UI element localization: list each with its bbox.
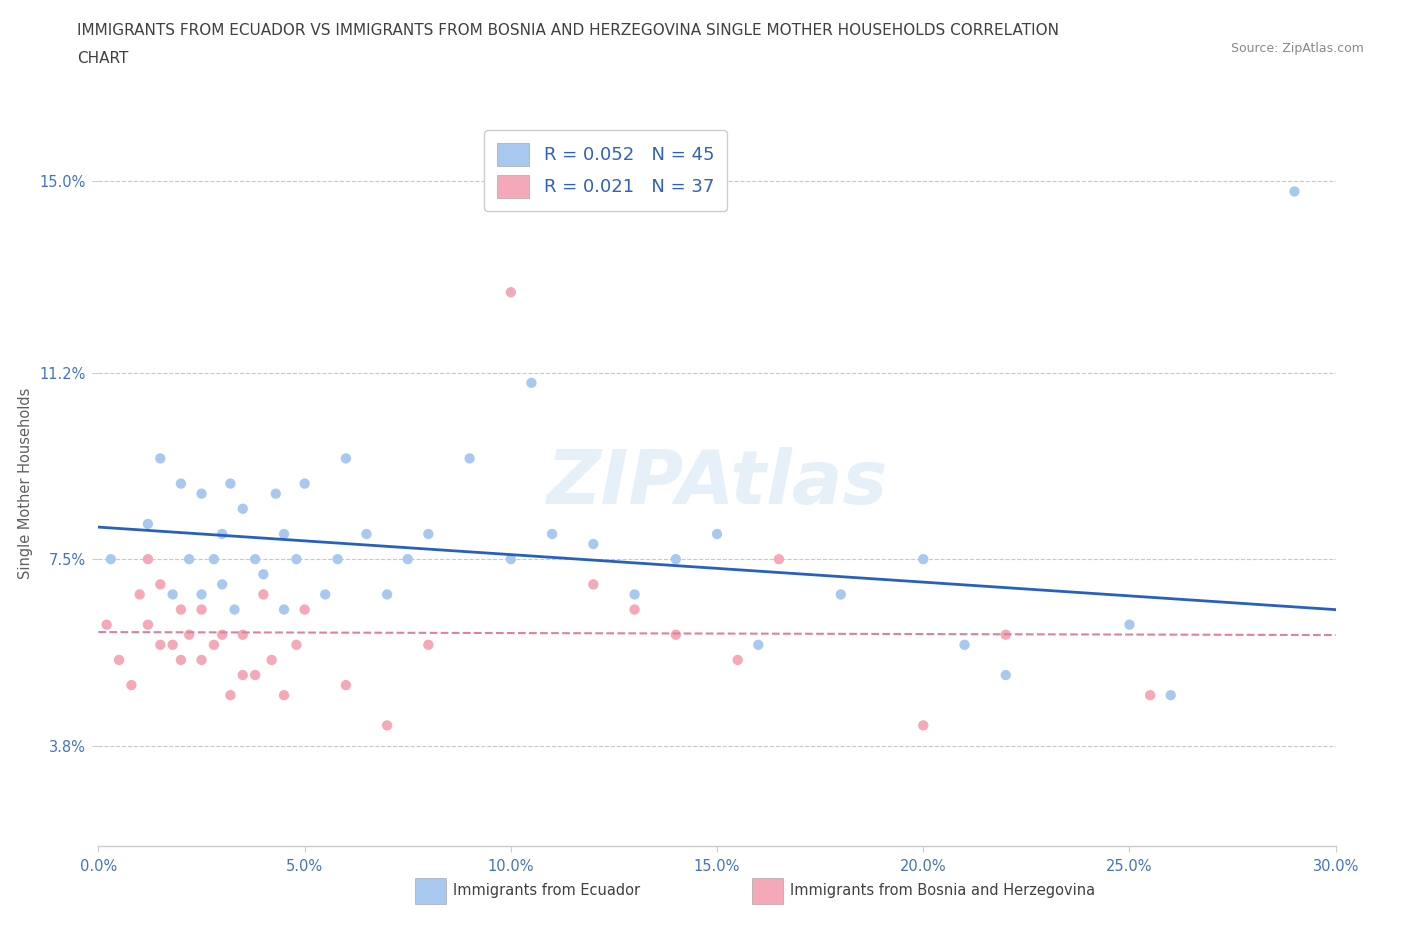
Point xyxy=(335,451,357,466)
Point xyxy=(375,587,398,602)
Point xyxy=(1295,854,1317,869)
Point xyxy=(953,637,976,652)
Point xyxy=(211,628,233,643)
Point xyxy=(273,526,295,541)
Point xyxy=(219,476,242,491)
Text: ZIPAtlas: ZIPAtlas xyxy=(547,447,887,520)
Point xyxy=(665,628,688,643)
Point xyxy=(100,551,122,566)
Point xyxy=(252,587,274,602)
Point xyxy=(179,628,201,643)
Point xyxy=(202,637,225,652)
Point xyxy=(219,688,242,703)
Point xyxy=(149,451,172,466)
Point xyxy=(356,526,378,541)
Point xyxy=(170,476,193,491)
Point xyxy=(396,551,419,566)
Point xyxy=(335,678,357,693)
Text: Source: ZipAtlas.com: Source: ZipAtlas.com xyxy=(1230,42,1364,55)
Point xyxy=(706,526,728,541)
Point xyxy=(190,653,212,668)
Text: Immigrants from Bosnia and Herzegovina: Immigrants from Bosnia and Herzegovina xyxy=(790,884,1095,898)
Point xyxy=(994,668,1017,683)
Point xyxy=(912,718,935,733)
Point xyxy=(190,602,212,617)
Point xyxy=(273,688,295,703)
Point xyxy=(162,637,184,652)
Point xyxy=(179,551,201,566)
Point xyxy=(582,537,605,551)
Point xyxy=(243,551,266,566)
Text: IMMIGRANTS FROM ECUADOR VS IMMIGRANTS FROM BOSNIA AND HERZEGOVINA SINGLE MOTHER : IMMIGRANTS FROM ECUADOR VS IMMIGRANTS FR… xyxy=(77,23,1059,38)
Point xyxy=(326,551,349,566)
Point xyxy=(162,587,184,602)
Point xyxy=(211,577,233,591)
Point xyxy=(458,451,481,466)
Point xyxy=(499,551,522,566)
Point xyxy=(623,602,645,617)
Point xyxy=(120,678,142,693)
Point xyxy=(747,637,769,652)
Point xyxy=(314,587,336,602)
Point xyxy=(136,516,159,531)
Point xyxy=(418,526,440,541)
Point xyxy=(623,587,645,602)
Point xyxy=(1118,618,1140,632)
Point xyxy=(1284,184,1306,199)
Point xyxy=(582,577,605,591)
Point xyxy=(202,551,225,566)
Point xyxy=(224,602,246,617)
Point xyxy=(211,526,233,541)
Point xyxy=(768,551,790,566)
Point xyxy=(418,637,440,652)
Point xyxy=(252,567,274,582)
Point xyxy=(375,718,398,733)
Point xyxy=(499,285,522,299)
Legend: R = 0.052   N = 45, R = 0.021   N = 37: R = 0.052 N = 45, R = 0.021 N = 37 xyxy=(484,130,727,210)
Point xyxy=(260,653,283,668)
Point xyxy=(541,526,564,541)
Point xyxy=(830,587,852,602)
Text: Immigrants from Ecuador: Immigrants from Ecuador xyxy=(453,884,640,898)
Point xyxy=(190,587,212,602)
Point xyxy=(232,628,254,643)
Point xyxy=(273,602,295,617)
Text: CHART: CHART xyxy=(77,51,129,66)
Point xyxy=(994,628,1017,643)
Point xyxy=(96,618,118,632)
Point xyxy=(285,637,308,652)
Point xyxy=(136,551,159,566)
Point xyxy=(243,668,266,683)
Point xyxy=(912,551,935,566)
Point xyxy=(128,587,150,602)
Point xyxy=(285,551,308,566)
Point xyxy=(149,637,172,652)
Point xyxy=(264,486,287,501)
Y-axis label: Single Mother Households: Single Mother Households xyxy=(18,388,34,579)
Point xyxy=(294,476,316,491)
Point xyxy=(108,653,131,668)
Point xyxy=(520,376,543,391)
Point xyxy=(1139,688,1161,703)
Point xyxy=(170,602,193,617)
Point xyxy=(665,551,688,566)
Point xyxy=(294,602,316,617)
Point xyxy=(232,668,254,683)
Point xyxy=(170,653,193,668)
Point xyxy=(190,486,212,501)
Point xyxy=(232,501,254,516)
Point xyxy=(1160,688,1182,703)
Point xyxy=(149,577,172,591)
Point xyxy=(727,653,749,668)
Point xyxy=(136,618,159,632)
